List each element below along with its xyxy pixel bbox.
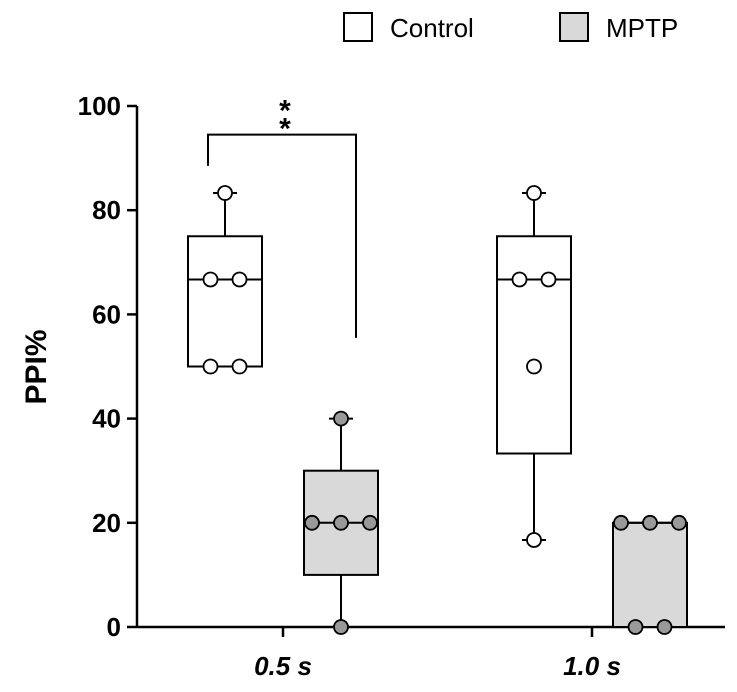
box-control-0-5-s (187, 235, 263, 368)
legend-swatch-mptp (559, 12, 589, 42)
data-point (333, 619, 349, 635)
data-point (202, 271, 219, 288)
legend: Control MPTP (343, 12, 678, 43)
plot-area (187, 185, 688, 635)
x-tick-label: 1.0 s (563, 651, 621, 681)
data-point (217, 185, 233, 201)
data-point (526, 185, 542, 201)
data-point (333, 410, 349, 427)
data-point (627, 619, 644, 635)
significance-bracket: * * (207, 95, 357, 338)
data-point (671, 514, 687, 531)
data-point (231, 271, 248, 288)
y-tick-label: 0 (107, 612, 121, 642)
data-point (526, 532, 542, 548)
y-tick-label: 80 (92, 195, 121, 225)
data-point (540, 271, 557, 288)
data-point (656, 619, 673, 635)
data-point (333, 514, 349, 531)
box-control-1-0-s (496, 235, 572, 455)
data-point (613, 514, 629, 531)
data-point (642, 514, 658, 531)
data-point (362, 514, 378, 531)
significance-stars: * * (279, 95, 291, 146)
x-tick-label: 0.5 s (254, 651, 312, 681)
y-tick-label: 20 (92, 508, 121, 538)
y-tick-label: 100 (78, 91, 121, 121)
bracket-line (207, 133, 357, 338)
box-mptp-1-0-s (612, 521, 688, 628)
data-point (231, 358, 248, 375)
y-tick-label: 60 (92, 299, 121, 329)
y-axis-label: PPI% (20, 329, 53, 404)
legend-swatch-control (343, 12, 373, 42)
legend-label-mptp: MPTP (606, 13, 678, 43)
data-point (202, 358, 219, 375)
data-point (304, 514, 320, 531)
y-tick-label: 40 (92, 404, 121, 434)
legend-label-control: Control (390, 13, 474, 43)
data-point (511, 271, 528, 288)
data-point (526, 358, 542, 375)
axes: 0 20 40 60 80 100 0.5 s 1.0 s (78, 91, 725, 681)
